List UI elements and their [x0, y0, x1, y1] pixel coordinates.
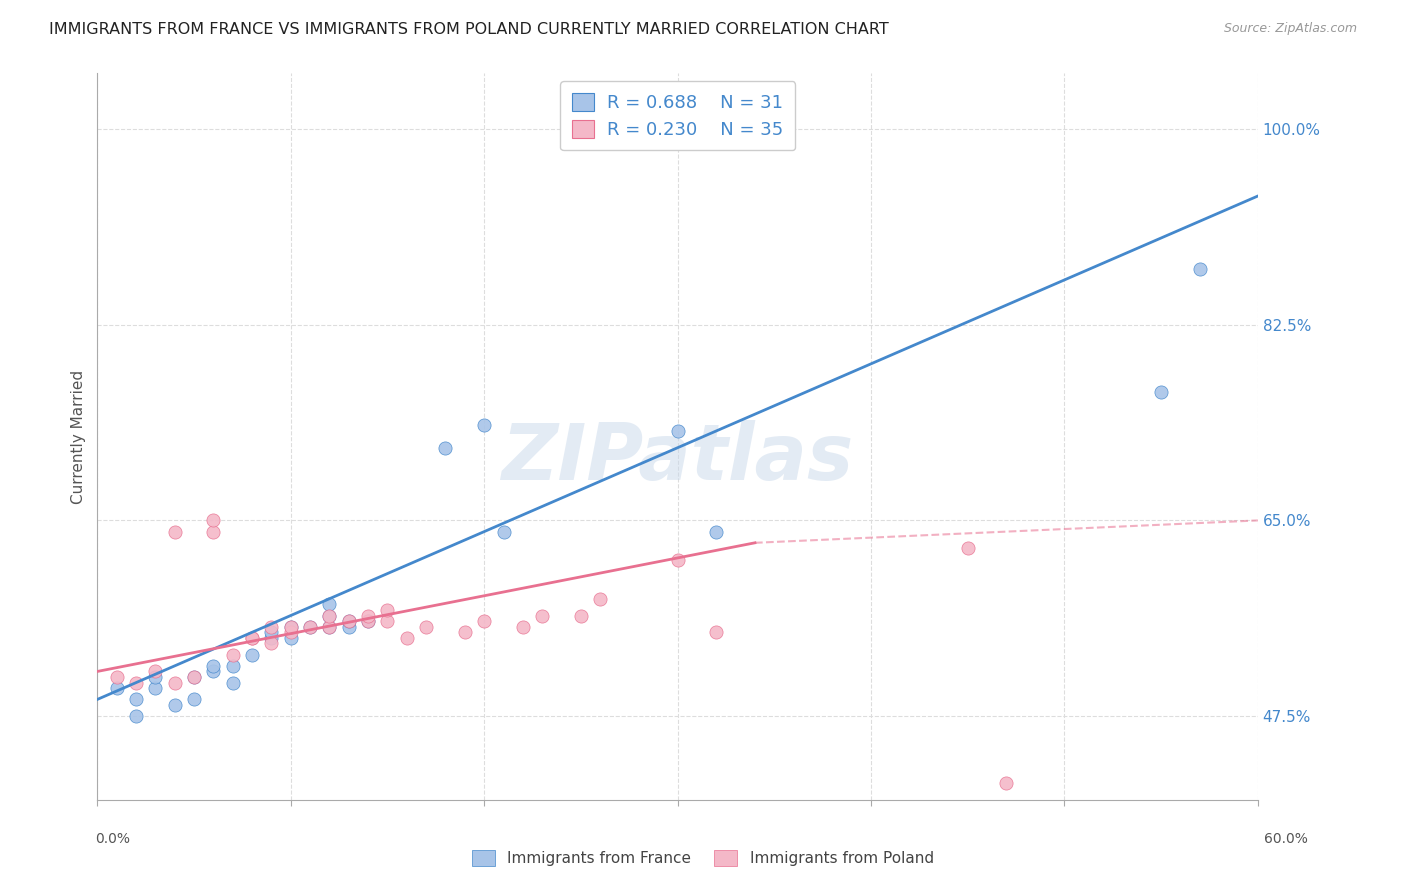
Point: [377, 603, 399, 617]
Point: [395, 631, 418, 645]
Point: [260, 631, 283, 645]
Point: [240, 648, 263, 662]
Y-axis label: Currently Married: Currently Married: [72, 369, 86, 504]
Point: [415, 620, 437, 634]
Point: [145, 665, 167, 679]
Point: [454, 625, 477, 640]
Point: [125, 692, 148, 706]
Point: [222, 648, 245, 662]
Point: [299, 620, 322, 634]
Point: [704, 524, 727, 539]
Text: 60.0%: 60.0%: [1264, 832, 1308, 846]
Point: [318, 620, 340, 634]
Point: [318, 608, 340, 623]
Point: [434, 441, 457, 455]
Point: [472, 614, 495, 628]
Point: [1150, 384, 1173, 399]
Point: [472, 418, 495, 433]
Point: [183, 692, 205, 706]
Point: [531, 608, 554, 623]
Point: [377, 614, 399, 628]
Point: [183, 670, 205, 684]
Point: [318, 597, 340, 611]
Point: [357, 608, 380, 623]
Point: [280, 620, 302, 634]
Point: [125, 709, 148, 723]
Point: [202, 658, 225, 673]
Point: [318, 608, 340, 623]
Point: [569, 608, 592, 623]
Point: [240, 631, 263, 645]
Point: [260, 620, 283, 634]
Point: [183, 670, 205, 684]
Text: 0.0%: 0.0%: [96, 832, 131, 846]
Point: [492, 524, 515, 539]
Point: [222, 675, 245, 690]
Point: [956, 541, 979, 556]
Text: Source: ZipAtlas.com: Source: ZipAtlas.com: [1223, 22, 1357, 36]
Point: [280, 625, 302, 640]
Point: [202, 665, 225, 679]
Point: [666, 424, 689, 438]
Point: [125, 675, 148, 690]
Point: [145, 670, 167, 684]
Point: [337, 614, 360, 628]
Point: [163, 524, 186, 539]
Point: [1188, 261, 1211, 276]
Point: [105, 670, 128, 684]
Point: [163, 675, 186, 690]
Point: [280, 631, 302, 645]
Point: [240, 631, 263, 645]
Point: [318, 620, 340, 634]
Point: [589, 591, 612, 606]
Point: [357, 614, 380, 628]
Point: [337, 614, 360, 628]
Point: [260, 636, 283, 650]
Point: [163, 698, 186, 712]
Legend: R = 0.688    N = 31, R = 0.230    N = 35: R = 0.688 N = 31, R = 0.230 N = 35: [561, 81, 794, 151]
Text: ZIPatlas: ZIPatlas: [502, 420, 853, 496]
Point: [337, 620, 360, 634]
Point: [280, 620, 302, 634]
Point: [145, 681, 167, 696]
Point: [222, 658, 245, 673]
Point: [202, 513, 225, 527]
Point: [299, 620, 322, 634]
Point: [202, 524, 225, 539]
Text: IMMIGRANTS FROM FRANCE VS IMMIGRANTS FROM POLAND CURRENTLY MARRIED CORRELATION C: IMMIGRANTS FROM FRANCE VS IMMIGRANTS FRO…: [49, 22, 889, 37]
Point: [512, 620, 534, 634]
Point: [260, 625, 283, 640]
Point: [666, 552, 689, 566]
Legend: Immigrants from France, Immigrants from Poland: Immigrants from France, Immigrants from …: [465, 842, 941, 873]
Point: [995, 776, 1018, 790]
Point: [357, 614, 380, 628]
Point: [105, 681, 128, 696]
Point: [704, 625, 727, 640]
